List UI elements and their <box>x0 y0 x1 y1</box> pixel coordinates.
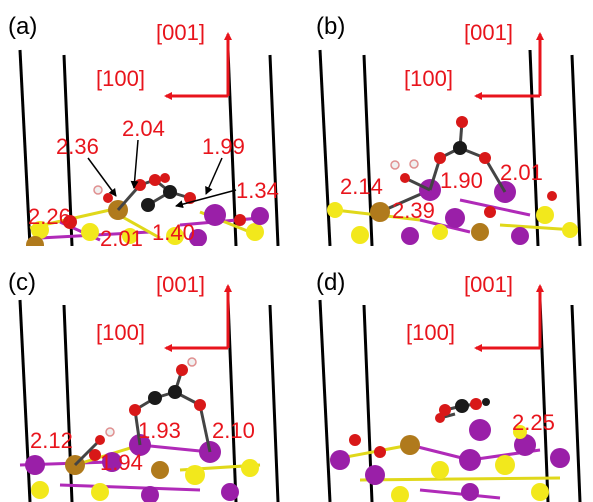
text-labels: (a) (b) (c) (d) [001] [100] [001] [100] … <box>8 13 555 475</box>
axis-arrows <box>474 284 544 352</box>
panel-label-d: (d) <box>316 269 345 296</box>
panel-c <box>18 284 280 502</box>
panel-label-c: (c) <box>8 269 36 296</box>
panel-b <box>318 32 582 246</box>
panel-a <box>18 32 280 246</box>
axis-label-up-b: [001] <box>464 20 513 45</box>
distance-label-b-2-39: 2.39 <box>392 198 435 223</box>
axis-label-up-a: [001] <box>156 20 205 45</box>
slab-atoms <box>26 200 269 246</box>
distance-pointers <box>87 139 237 209</box>
distance-label-b-1-90: 1.90 <box>440 168 483 193</box>
distance-label-a-2-36: 2.36 <box>56 134 99 159</box>
distance-label-a-2-04: 2.04 <box>122 116 165 141</box>
distance-label-d-2-25: 2.25 <box>512 410 555 435</box>
axis-label-up-d: [001] <box>464 272 513 297</box>
adsorbate-molecule <box>93 173 196 212</box>
slab-atoms <box>327 179 578 245</box>
axis-label-left-c: [100] <box>96 320 145 345</box>
adsorbate-molecule <box>390 116 507 193</box>
axis-label-left-d: [100] <box>406 320 455 345</box>
axis-label-left-b: [100] <box>404 66 453 91</box>
panel-d <box>318 284 582 502</box>
distance-label-c-1-93: 1.93 <box>138 418 181 443</box>
distance-label-c-2-12: 2.12 <box>30 428 73 453</box>
distance-label-a-2-01: 2.01 <box>100 226 143 251</box>
axis-arrows <box>164 284 232 352</box>
axis-arrows <box>164 32 232 100</box>
distance-label-b-2-01: 2.01 <box>500 160 543 185</box>
axis-label-up-c: [001] <box>156 272 205 297</box>
adsorbate-molecule <box>435 398 490 423</box>
slab-atoms <box>330 419 570 502</box>
axis-arrows <box>474 32 544 100</box>
distance-label-a-2-26: 2.26 <box>28 204 71 229</box>
distance-label-a-1-34: 1.34 <box>236 178 279 203</box>
adsorbate-molecule <box>73 357 212 467</box>
distance-label-a-1-40: 1.40 <box>152 220 195 245</box>
slab-atoms <box>25 434 259 502</box>
distance-label-a-1-99: 1.99 <box>202 134 245 159</box>
panel-label-b: (b) <box>316 13 345 40</box>
panel-label-a: (a) <box>8 13 37 40</box>
distance-label-b-2-14: 2.14 <box>340 174 383 199</box>
axis-label-left-a: [100] <box>96 66 145 91</box>
distance-label-c-2-10: 2.10 <box>212 418 255 443</box>
distance-label-c-1-94: 1.94 <box>100 450 143 475</box>
